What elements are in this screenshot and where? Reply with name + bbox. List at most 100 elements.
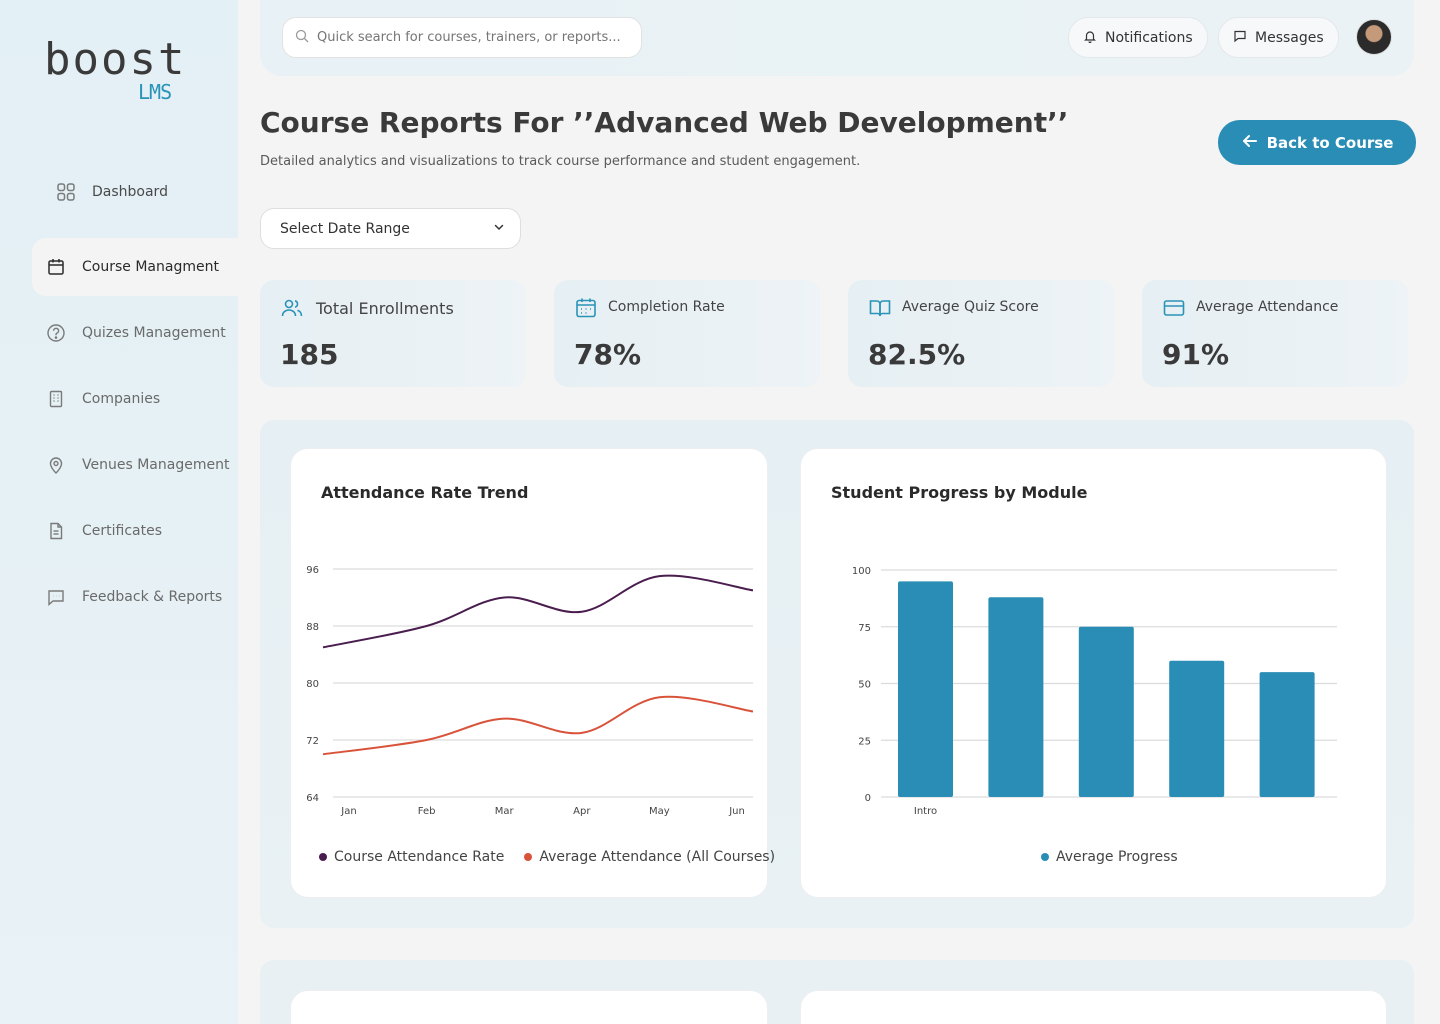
charts-panel: Attendance Rate Trend 96 88 80 72 64 Jan Feb Ma… (260, 420, 1414, 928)
sidebar-item-course-management[interactable]: Course Managment (44, 247, 219, 287)
document-icon (44, 519, 68, 543)
book-icon (868, 296, 892, 320)
search-box[interactable] (282, 17, 642, 58)
chart-legend: Average Progress (1041, 849, 1178, 865)
chart-legend: Course Attendance Rate Average Attendanc… (319, 849, 775, 865)
y-tick-label: 75 (858, 623, 871, 634)
legend-label: Average Attendance (All Courses) (539, 849, 776, 865)
sidebar-item-label: Dashboard (92, 184, 168, 200)
sidebar: boost LMS Dashboard Course Managment Qui… (0, 0, 238, 1024)
y-tick-label: 96 (306, 565, 319, 576)
sidebar-item-label: Certificates (82, 523, 163, 539)
y-tick-label: 100 (852, 566, 871, 577)
stat-label: Total Enrollments (316, 299, 454, 318)
secondary-chart-card (290, 990, 768, 1024)
x-tick-label: Jun (728, 806, 745, 817)
building-icon (44, 387, 68, 411)
x-tick-label: May (649, 806, 670, 817)
messages-label: Messages (1255, 29, 1324, 46)
sidebar-item-label: Quizes Management (82, 325, 226, 341)
sidebar-item-label: Companies (82, 391, 161, 407)
bar (898, 581, 953, 797)
stat-card-enrollments: Total Enrollments 185 (260, 280, 526, 387)
y-tick-label: 80 (306, 679, 319, 690)
avatar[interactable] (1356, 19, 1392, 55)
x-tick-label: Feb (418, 806, 436, 817)
legend-dot (319, 853, 327, 861)
users-icon (280, 296, 304, 320)
arrow-left-icon (1241, 132, 1267, 154)
stat-label: Completion Rate (608, 299, 725, 315)
notifications-label: Notifications (1105, 29, 1193, 46)
bar (1078, 626, 1134, 797)
sidebar-item-label: Course Managment (82, 259, 219, 275)
chat-icon (44, 585, 68, 609)
active-item-highlight (32, 238, 238, 296)
sidebar-item-dashboard[interactable]: Dashboard (54, 172, 168, 212)
series-line (322, 695, 754, 756)
chart-title: Student Progress by Module (831, 483, 1088, 502)
page-subtitle: Detailed analytics and visualizations to… (260, 154, 861, 169)
y-tick-label: 72 (306, 736, 319, 747)
series-line (322, 574, 754, 649)
sidebar-item-certificates[interactable]: Certificates (44, 511, 162, 551)
legend-label: Average Progress (1056, 849, 1178, 865)
location-pin-icon (44, 453, 68, 477)
bar (1169, 660, 1225, 797)
legend-dot (524, 853, 533, 861)
bell-icon (1083, 29, 1105, 47)
stat-value: 78% (574, 338, 642, 371)
stat-value: 82.5% (868, 338, 966, 371)
stat-card-attendance: Average Attendance 91% (1142, 280, 1408, 387)
search-icon (295, 29, 309, 47)
y-tick-label: 50 (858, 680, 871, 691)
back-button-label: Back to Course (1266, 133, 1394, 152)
sidebar-item-companies[interactable]: Companies (44, 379, 160, 419)
stat-card-quiz-score: Average Quiz Score 82.5% (848, 280, 1114, 387)
stat-value: 185 (280, 338, 339, 371)
question-icon (44, 321, 68, 345)
messages-button[interactable]: Messages (1218, 17, 1339, 58)
brand-logo[interactable]: boost LMS (44, 34, 194, 106)
y-tick-label: 64 (306, 793, 319, 804)
attendance-line-chart: 96 88 80 72 64 Jan Feb Mar Apr May Jun (306, 565, 754, 817)
x-tick-label: Jan (340, 806, 356, 817)
bar (988, 597, 1044, 797)
y-tick-label: 25 (858, 736, 871, 747)
chart-title: Attendance Rate Trend (321, 483, 529, 502)
message-icon (1233, 29, 1255, 47)
sidebar-item-feedback[interactable]: Feedback & Reports (44, 577, 222, 617)
brand-word: boost (44, 34, 187, 85)
stat-label: Average Attendance (1196, 299, 1339, 315)
attendance-trend-card: Attendance Rate Trend 96 88 80 72 64 Jan Feb Ma… (290, 448, 775, 898)
calendar-icon (574, 296, 598, 320)
chevron-down-icon (492, 220, 506, 238)
progress-by-module-card: Student Progress by Module 100 75 50 25 0 Int… (800, 448, 1387, 898)
x-tick-label: Apr (573, 806, 591, 817)
stat-label: Average Quiz Score (902, 299, 1039, 315)
secondary-chart-card (800, 990, 1387, 1024)
y-tick-label: 0 (865, 793, 871, 804)
calendar-icon (44, 255, 68, 279)
date-range-label: Select Date Range (280, 220, 410, 237)
date-range-select[interactable]: Select Date Range (260, 208, 521, 249)
x-tick-label: Mar (495, 806, 515, 817)
search-input[interactable] (317, 30, 627, 45)
sidebar-item-venues[interactable]: Venues Management (44, 445, 229, 485)
stat-card-completion: Completion Rate 78% (554, 280, 820, 387)
topbar: Notifications Messages (260, 0, 1414, 76)
stat-value: 91% (1162, 338, 1230, 371)
x-tick-label: Intro (914, 806, 937, 817)
sidebar-item-quizzes[interactable]: Quizes Management (44, 313, 226, 353)
legend-dot (1041, 853, 1049, 861)
secondary-charts-panel (260, 960, 1414, 1024)
card-icon (1162, 296, 1186, 320)
back-to-course-button[interactable]: Back to Course (1218, 120, 1416, 165)
y-tick-label: 88 (306, 622, 319, 633)
page-title: Course Reports For ’’Advanced Web Develo… (260, 106, 1069, 139)
grid-icon (54, 180, 78, 204)
progress-bar-chart: 100 75 50 25 0 Intro (852, 566, 1337, 817)
notifications-button[interactable]: Notifications (1068, 17, 1208, 58)
legend-label: Course Attendance Rate (334, 849, 505, 865)
sidebar-item-label: Venues Management (82, 457, 230, 473)
